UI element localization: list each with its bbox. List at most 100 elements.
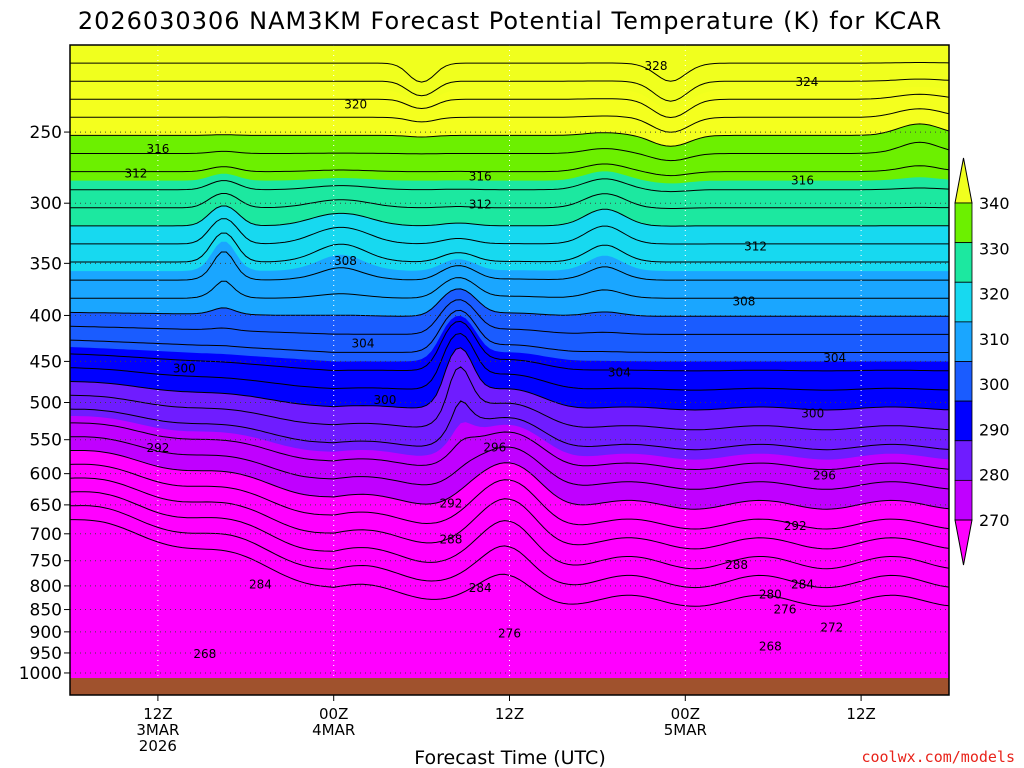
colorbar-swatch xyxy=(954,440,973,481)
colorbar-legend: 340 330 320 310 300 290 280 270 xyxy=(954,157,1010,566)
y-tick-label-550: 550 xyxy=(30,431,62,451)
isentrope-298 xyxy=(70,366,949,431)
contour-label: 272 xyxy=(820,620,843,634)
isentrope-316 xyxy=(70,232,949,263)
surface-terrain xyxy=(70,678,949,695)
y-tick-label-400: 400 xyxy=(30,306,62,326)
contour-label: 300 xyxy=(374,393,397,407)
contour-label: 308 xyxy=(732,295,755,309)
x-tick-label: 2026 xyxy=(139,737,177,755)
y-tick-label-300: 300 xyxy=(30,194,62,214)
isentrope-294 xyxy=(70,422,949,471)
y-tick-label-850: 850 xyxy=(30,601,62,621)
y-tick-label-500: 500 xyxy=(30,394,62,414)
contour-label: 308 xyxy=(334,254,357,268)
contour-label: 284 xyxy=(469,581,492,595)
isentrope-302 xyxy=(70,332,949,391)
isentrope-324 xyxy=(70,178,949,193)
colorbar-label-270: 270 xyxy=(979,511,1010,530)
x-tick-label: 4MAR xyxy=(312,721,355,739)
y-tick-label-1000: 1000 xyxy=(19,664,62,684)
colorbar-label-300: 300 xyxy=(979,375,1010,394)
x-tick-label: 12Z xyxy=(846,705,875,723)
y-tick-label-350: 350 xyxy=(30,254,62,274)
contour-label: 280 xyxy=(759,588,782,602)
contour-label: 300 xyxy=(173,361,196,375)
contour-labels: 328 324 320 316 312 316 316 312 312 308 308 304 304 3… xyxy=(124,59,846,661)
isentrope-286 xyxy=(70,477,949,550)
isentrope-282 xyxy=(70,505,949,589)
contour-label: 268 xyxy=(193,647,216,661)
colorbar-swatch xyxy=(954,242,973,283)
isentrope-312 xyxy=(70,277,949,299)
contour-label: 292 xyxy=(439,497,462,511)
contour-label: 268 xyxy=(759,639,782,653)
contour-label: 324 xyxy=(795,75,818,89)
contour-label: 296 xyxy=(483,440,506,454)
contour-label: 296 xyxy=(813,469,836,483)
isentrope-326 xyxy=(70,163,949,177)
isentrope-336 xyxy=(70,78,949,102)
contour-label: 292 xyxy=(784,519,807,533)
contour-label: 304 xyxy=(823,351,846,365)
y-tick-label-650: 650 xyxy=(30,496,62,516)
colorbar-label-330: 330 xyxy=(979,239,1010,258)
isentrope-304 xyxy=(70,320,949,372)
y-tick-label-250: 250 xyxy=(30,123,62,143)
contour-label: 276 xyxy=(773,603,796,617)
contour-label: 316 xyxy=(469,169,492,183)
x-tick-label: 00Z xyxy=(319,705,348,723)
contour-label: 284 xyxy=(791,577,814,591)
contour-label: 312 xyxy=(124,166,147,180)
x-tick-label: 5MAR xyxy=(664,721,707,739)
contour-label: 288 xyxy=(439,532,462,546)
isentrope-lines xyxy=(70,62,949,607)
colorbar-swatch xyxy=(954,321,973,362)
contour-label: 304 xyxy=(608,366,631,380)
colorbar-swatch xyxy=(954,400,973,442)
y-tick-label-900: 900 xyxy=(30,623,62,643)
y-tick-label-450: 450 xyxy=(30,352,62,372)
band-below-290 xyxy=(70,450,949,695)
isentrope-296 xyxy=(70,400,949,451)
x-tick-label: 12Z xyxy=(143,705,172,723)
y-tick-label-750: 750 xyxy=(30,552,62,572)
colorbar-label-310: 310 xyxy=(979,330,1010,349)
y-tick-label-800: 800 xyxy=(30,577,62,597)
colorbar-swatch xyxy=(954,479,973,521)
colorbar-label-340: 340 xyxy=(979,194,1010,213)
isentrope-318 xyxy=(70,218,949,245)
y-tick-label-950: 950 xyxy=(30,644,62,664)
x-axis-label: Forecast Time (UTC) xyxy=(414,747,605,768)
grid-lines xyxy=(70,45,949,678)
chart-title: 2026030306 NAM3KM Forecast Potential Tem… xyxy=(78,7,942,35)
contour-label: 300 xyxy=(801,406,824,420)
isentrope-328 xyxy=(70,141,949,162)
y-axis: 2503003504004505005506006507007508008509… xyxy=(19,123,70,684)
colorbar-swatch xyxy=(954,281,973,323)
credit-link[interactable]: coolwx.com/models xyxy=(861,748,1015,766)
colorbar-label-290: 290 xyxy=(979,420,1010,439)
isentrope-300 xyxy=(70,347,949,411)
contour-label: 320 xyxy=(344,98,367,112)
colorbar-under-arrow xyxy=(954,519,973,566)
isentrope-322 xyxy=(70,193,949,209)
isentrope-306 xyxy=(70,309,949,353)
x-tick-label: 00Z xyxy=(671,705,700,723)
contour-label: 312 xyxy=(469,198,492,212)
colorbar-over-arrow xyxy=(954,157,973,204)
contour-label: 276 xyxy=(498,627,521,641)
isentrope-314 xyxy=(70,251,949,281)
isentrope-292 xyxy=(70,436,949,490)
isentrope-284 xyxy=(70,491,949,570)
contour-label: 316 xyxy=(791,173,814,187)
contour-label: 292 xyxy=(146,441,169,455)
contour-label: 312 xyxy=(744,239,767,253)
x-tick-label: 12Z xyxy=(495,705,524,723)
colorbar-label-280: 280 xyxy=(979,466,1010,485)
isentrope-338 xyxy=(70,62,949,83)
colorbar-label-320: 320 xyxy=(979,285,1010,304)
y-tick-label-600: 600 xyxy=(30,465,62,485)
